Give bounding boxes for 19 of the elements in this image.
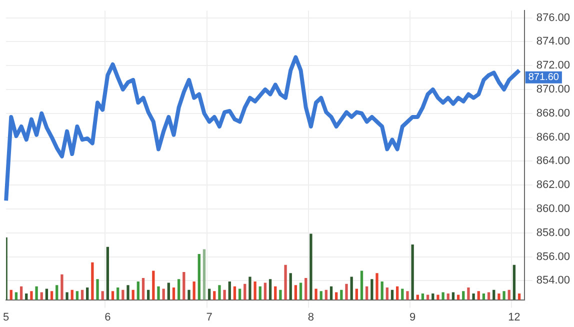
x-tick-label: 12 bbox=[508, 311, 520, 324]
y-tick-label: 872.00 bbox=[536, 60, 570, 72]
text: 871.60 bbox=[528, 72, 560, 84]
y-tick-label: 864.00 bbox=[536, 155, 570, 168]
x-tick-label: 6 bbox=[104, 311, 111, 324]
y-tick-label: 854.00 bbox=[536, 274, 570, 287]
y-tick-label: 860.00 bbox=[536, 203, 570, 216]
x-tick-label: 7 bbox=[206, 311, 212, 324]
y-tick-label: 870.00 bbox=[536, 84, 570, 96]
x-tick-label: 9 bbox=[410, 311, 416, 324]
y-tick-label: 856.00 bbox=[536, 250, 570, 263]
x-tick-label: 8 bbox=[308, 311, 314, 324]
x-tick-label: 5 bbox=[2, 311, 10, 324]
y-tick-label: 874.00 bbox=[536, 36, 570, 48]
y-tick-label: 862.00 bbox=[536, 179, 570, 192]
y-tick-label: 868.00 bbox=[536, 107, 570, 120]
y-tick-label: 876.00 bbox=[536, 12, 570, 24]
y-tick-label: 866.00 bbox=[536, 131, 570, 144]
y-tick-label: 858.00 bbox=[536, 226, 570, 239]
